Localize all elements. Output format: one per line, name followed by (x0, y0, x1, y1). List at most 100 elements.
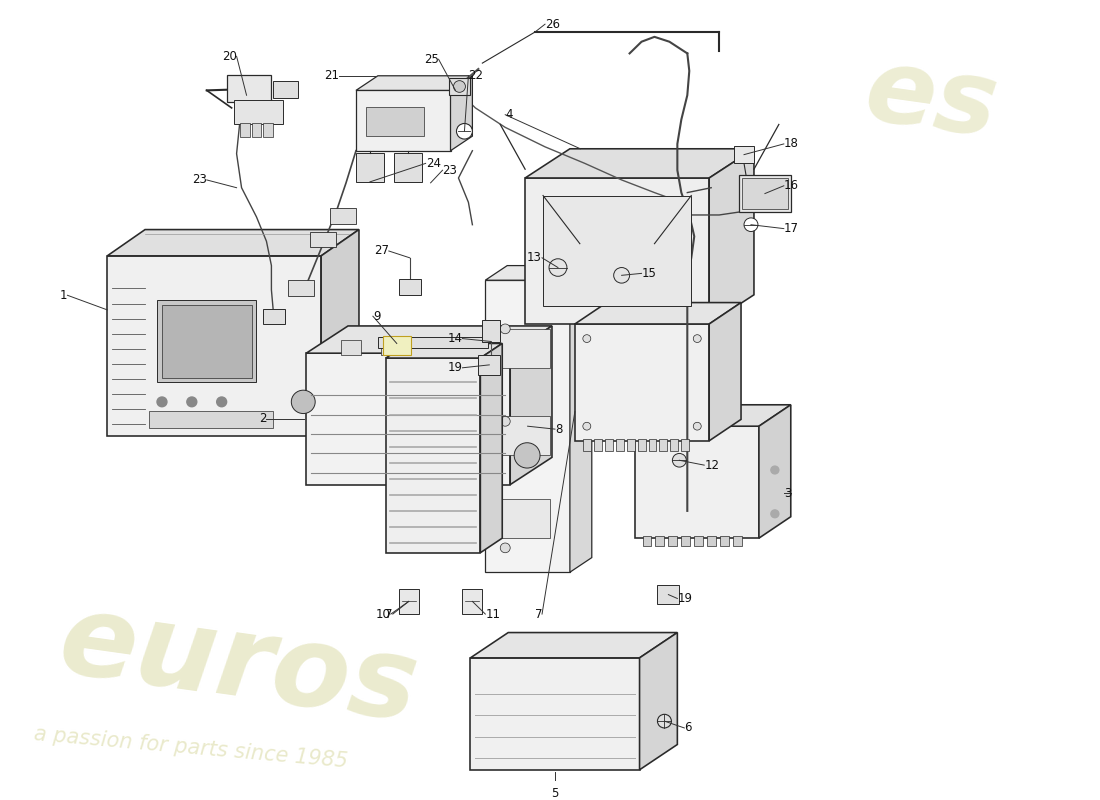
Circle shape (549, 258, 566, 276)
Bar (449, 78, 471, 95)
Text: 17: 17 (784, 222, 799, 235)
Bar (399, 279, 420, 294)
Circle shape (514, 442, 540, 468)
Text: 3: 3 (784, 487, 791, 500)
Bar (240, 123, 250, 137)
Polygon shape (575, 302, 741, 324)
Text: 16: 16 (784, 179, 799, 192)
Circle shape (693, 334, 701, 342)
Bar (478, 355, 500, 374)
Bar (264, 310, 285, 324)
Bar (148, 410, 274, 428)
Polygon shape (471, 633, 678, 658)
Text: 21: 21 (324, 70, 339, 82)
Circle shape (292, 390, 316, 414)
Bar (543, 195, 691, 306)
Bar (356, 153, 384, 182)
Bar (381, 340, 400, 354)
Polygon shape (386, 343, 503, 358)
Circle shape (453, 81, 465, 92)
Polygon shape (635, 426, 759, 538)
Text: 5: 5 (551, 786, 559, 800)
Bar (694, 536, 703, 546)
Bar (525, 178, 710, 324)
Bar (638, 439, 646, 450)
FancyBboxPatch shape (739, 175, 791, 212)
Circle shape (771, 466, 779, 474)
Circle shape (693, 422, 701, 430)
Bar (659, 439, 668, 450)
Text: euros: euros (53, 585, 425, 745)
FancyBboxPatch shape (399, 589, 419, 614)
Polygon shape (759, 405, 791, 538)
Polygon shape (356, 76, 472, 90)
Text: 1: 1 (59, 289, 67, 302)
Circle shape (771, 510, 779, 518)
Polygon shape (481, 343, 503, 553)
Polygon shape (570, 266, 592, 572)
Polygon shape (321, 230, 359, 436)
Bar (227, 75, 272, 102)
Circle shape (500, 417, 510, 426)
Text: 19: 19 (448, 362, 462, 374)
Bar (482, 320, 500, 342)
Bar (495, 499, 550, 538)
Bar (288, 280, 315, 296)
Bar (594, 439, 602, 450)
Bar (733, 536, 742, 546)
Bar (264, 123, 274, 137)
Text: 22: 22 (469, 70, 483, 82)
Text: 23: 23 (191, 174, 207, 186)
Bar (605, 439, 613, 450)
Bar (341, 340, 361, 354)
Bar (157, 300, 256, 382)
Text: 10: 10 (376, 607, 390, 621)
Bar (669, 536, 678, 546)
Text: 13: 13 (527, 251, 542, 264)
Bar (233, 100, 284, 125)
Bar (378, 337, 488, 348)
Polygon shape (710, 149, 754, 324)
Text: 2: 2 (258, 412, 266, 426)
Polygon shape (710, 302, 741, 441)
FancyBboxPatch shape (734, 146, 754, 163)
Bar (495, 417, 550, 455)
Bar (274, 81, 298, 98)
Bar (495, 329, 550, 368)
Polygon shape (575, 324, 710, 441)
Bar (383, 336, 410, 355)
Bar (720, 536, 729, 546)
Polygon shape (485, 266, 592, 280)
Circle shape (614, 267, 629, 283)
Text: 8: 8 (556, 422, 562, 436)
Circle shape (500, 324, 510, 334)
Bar (310, 231, 337, 247)
Text: 19: 19 (678, 592, 692, 605)
Bar (162, 305, 252, 378)
Circle shape (583, 334, 591, 342)
FancyBboxPatch shape (462, 589, 482, 614)
Circle shape (583, 422, 591, 430)
Text: 26: 26 (544, 18, 560, 30)
Polygon shape (356, 90, 451, 150)
Bar (642, 536, 651, 546)
Text: 23: 23 (442, 164, 458, 177)
Circle shape (672, 454, 686, 467)
Circle shape (217, 397, 227, 406)
Polygon shape (525, 149, 754, 178)
Polygon shape (107, 230, 359, 256)
Polygon shape (386, 358, 481, 553)
Bar (330, 208, 356, 224)
Polygon shape (451, 76, 472, 150)
Polygon shape (485, 280, 570, 572)
Text: 14: 14 (448, 332, 462, 345)
Polygon shape (107, 256, 321, 436)
Bar (583, 439, 591, 450)
Bar (627, 439, 635, 450)
Bar (707, 536, 716, 546)
Text: a passion for parts since 1985: a passion for parts since 1985 (33, 724, 349, 771)
Polygon shape (306, 353, 510, 485)
Circle shape (187, 397, 197, 406)
Text: 24: 24 (426, 157, 441, 170)
Bar (649, 439, 657, 450)
